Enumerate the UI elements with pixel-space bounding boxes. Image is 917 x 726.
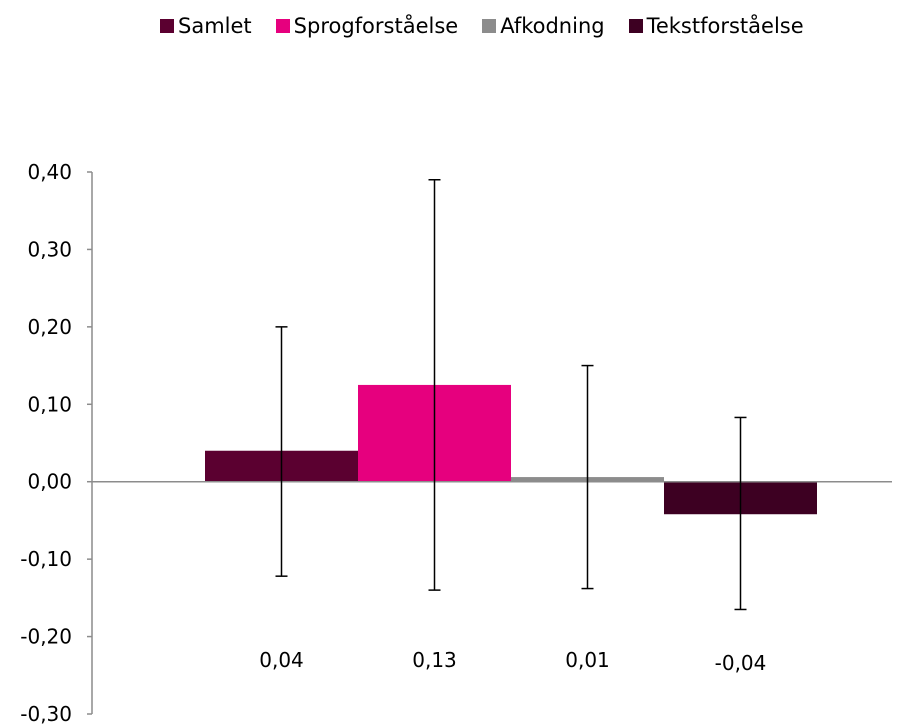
y-tick-label: 0,20 <box>27 315 72 339</box>
y-tick-label: -0,10 <box>20 547 72 571</box>
y-tick-label: 0,30 <box>27 237 72 261</box>
y-tick-label: 0,40 <box>27 160 72 184</box>
y-tick-label: -0,30 <box>20 702 72 726</box>
legend-swatch-tekstforstaaelse <box>628 19 643 33</box>
legend-label-tekstforstaaelse: Tekstforståelse <box>646 14 804 38</box>
legend-item-sprogforstaaelse: Sprogforståelse <box>275 14 459 38</box>
legend-label-sprogforstaaelse: Sprogforståelse <box>293 14 459 38</box>
legend-item-afkodning: Afkodning <box>482 14 605 38</box>
data-label: 0,04 <box>259 648 304 672</box>
data-label: 0,01 <box>565 648 610 672</box>
y-tick-label: 0,00 <box>27 470 72 494</box>
chart-legend: Samlet Sprogforståelse Afkodning Tekstfo… <box>160 14 804 38</box>
legend-swatch-samlet <box>160 19 174 33</box>
y-tick-label: -0,20 <box>20 625 72 649</box>
y-tick-label: 0,10 <box>27 392 72 416</box>
legend-label-afkodning: Afkodning <box>500 14 605 38</box>
data-label: -0,04 <box>715 651 767 675</box>
legend-swatch-sprogforstaaelse <box>275 19 290 33</box>
legend-item-tekstforstaaelse: Tekstforståelse <box>628 14 804 38</box>
legend-item-samlet: Samlet <box>160 14 252 38</box>
data-label: 0,13 <box>412 648 457 672</box>
legend-swatch-afkodning <box>482 19 497 33</box>
legend-label-samlet: Samlet <box>178 14 252 38</box>
